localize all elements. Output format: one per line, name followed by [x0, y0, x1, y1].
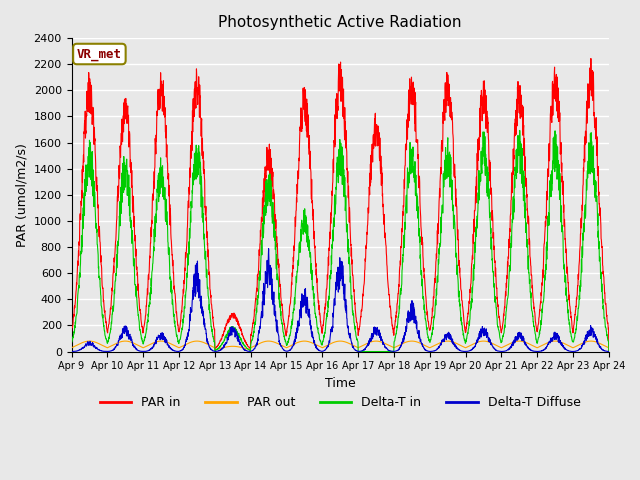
- Y-axis label: PAR (umol/m2/s): PAR (umol/m2/s): [15, 143, 28, 247]
- Text: VR_met: VR_met: [77, 48, 122, 60]
- Title: Photosynthetic Active Radiation: Photosynthetic Active Radiation: [218, 15, 462, 30]
- X-axis label: Time: Time: [324, 377, 356, 390]
- Legend: PAR in, PAR out, Delta-T in, Delta-T Diffuse: PAR in, PAR out, Delta-T in, Delta-T Dif…: [95, 391, 586, 414]
